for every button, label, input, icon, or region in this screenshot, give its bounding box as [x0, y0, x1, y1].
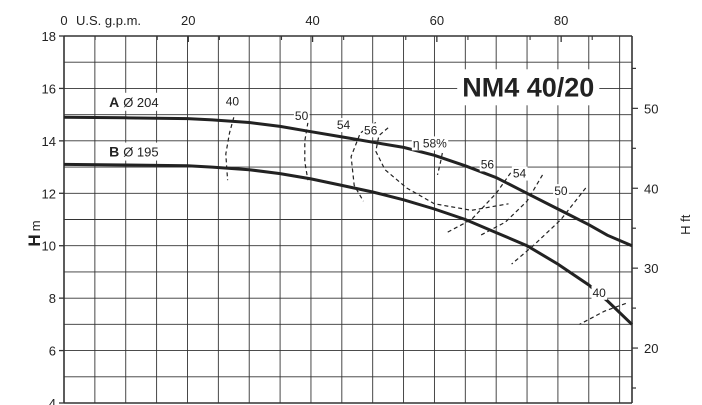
- top-tick-label: 40: [305, 13, 319, 28]
- left-tick-label: 8: [49, 291, 56, 306]
- efficiency-label: 56: [363, 123, 379, 137]
- efficiency-curve: [447, 167, 515, 233]
- efficiency-label-text: 56: [364, 123, 378, 137]
- efficiency-label-text: 50: [295, 109, 309, 123]
- left-tick-label: 6: [49, 344, 56, 359]
- right-tick-label: 20: [644, 341, 658, 356]
- efficiency-label-text: 56: [481, 157, 495, 171]
- right-axis-label: H ft: [678, 214, 693, 235]
- left-tick-label: 16: [42, 81, 56, 96]
- top-tick-label: 20: [181, 13, 195, 28]
- efficiency-label-text: 54: [513, 167, 527, 181]
- head-curve-b: [64, 164, 632, 324]
- left-tick-label: 14: [42, 134, 56, 149]
- efficiency-label-text: 40: [592, 286, 606, 300]
- left-tick-label: 18: [42, 29, 56, 44]
- efficiency-curve: [226, 117, 234, 180]
- efficiency-label: 50: [294, 109, 310, 123]
- right-tick-label: 30: [644, 261, 658, 276]
- top-tick-label: 60: [430, 13, 444, 28]
- efficiency-curve: [512, 188, 586, 264]
- top-axis-label: U.S. g.p.m.: [76, 13, 141, 28]
- top-tick-label: 80: [554, 13, 568, 28]
- right-tick-label: 40: [644, 181, 658, 196]
- left-tick-label: 4: [49, 396, 56, 405]
- efficiency-label: 56: [480, 157, 496, 171]
- top-tick-label: 0: [60, 13, 67, 28]
- efficiency-label: 54: [512, 167, 528, 181]
- efficiency-label-text: 54: [337, 118, 351, 132]
- efficiency-label: 50: [553, 184, 569, 198]
- chart-title-text: NM4 40/20: [462, 72, 594, 102]
- efficiency-label-text: η 58%: [413, 136, 447, 150]
- efficiency-label-text: 40: [226, 94, 240, 108]
- left-tick-label: 12: [42, 186, 56, 201]
- efficiency-label: η 58%: [412, 136, 448, 150]
- chart-title: NM4 40/20: [457, 69, 599, 105]
- right-tick-label: 50: [644, 101, 658, 116]
- left-axis-label: Hm: [25, 220, 44, 246]
- efficiency-label: 54: [336, 118, 352, 132]
- efficiency-label-text: 50: [554, 184, 568, 198]
- efficiency-label: 40: [591, 286, 607, 300]
- efficiency-label: 40: [225, 94, 241, 108]
- head-curve-a: [64, 117, 632, 245]
